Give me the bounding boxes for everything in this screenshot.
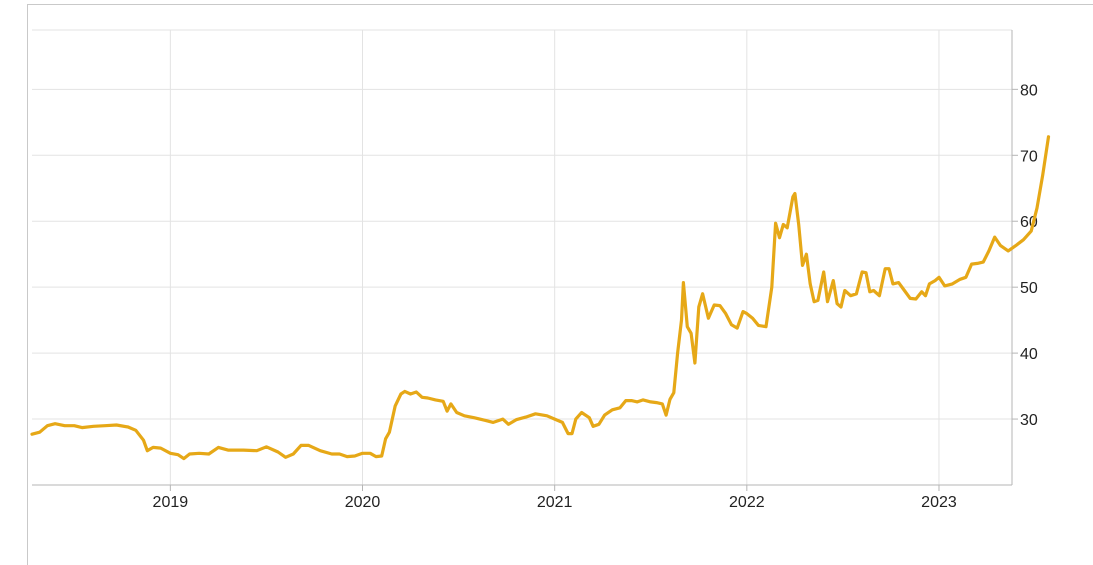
y-tick-label: 80 [1020,82,1038,99]
x-tick-label: 2023 [921,494,957,511]
x-tick-label: 2022 [729,494,765,511]
price-series-line [30,135,1051,461]
x-tick-label: 2020 [345,494,381,511]
series-layer [30,135,1051,461]
y-tick-label: 30 [1020,412,1038,429]
axes [32,30,1013,486]
y-tick-label: 70 [1020,148,1038,165]
x-axis-ticks: 2019 2020 2021 2022 2023 [153,485,957,511]
y-tick-label: 40 [1020,346,1038,363]
x-tick-label: 2019 [153,494,189,511]
x-tick-label: 2021 [537,494,573,511]
grid-lines [32,29,1012,485]
chart-frame [27,4,1093,565]
y-tick-label: 50 [1020,280,1038,297]
